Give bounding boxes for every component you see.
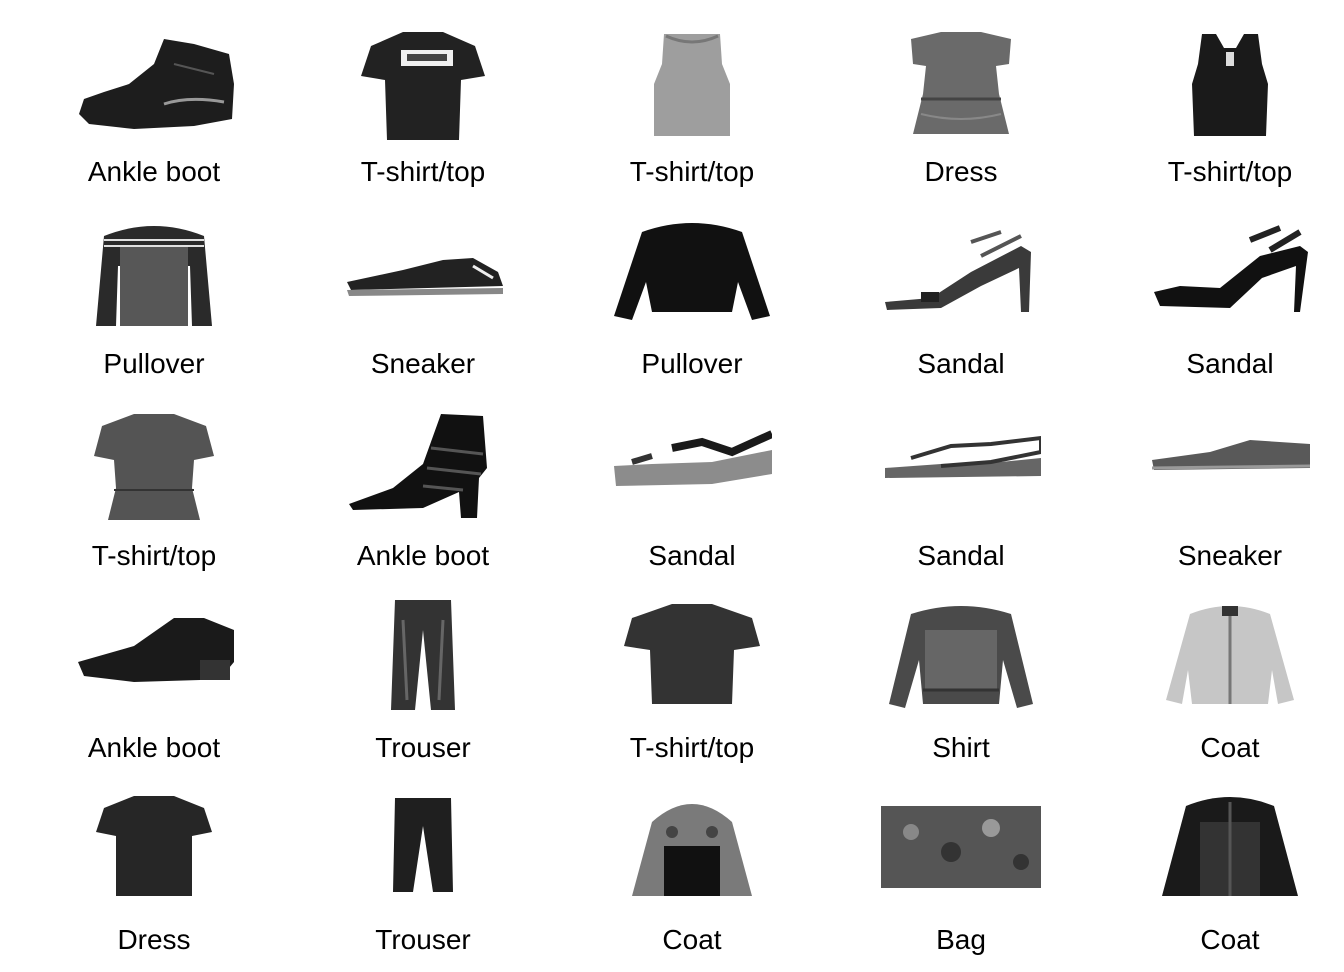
item-label: T-shirt/top	[360, 156, 486, 187]
tank-top-icon	[612, 24, 772, 142]
grid-cell: Trouser	[289, 588, 557, 780]
item-label: Trouser	[375, 924, 471, 955]
item-label: Dress	[924, 156, 998, 187]
grid-cell: Sandal	[827, 204, 1095, 396]
grid-cell: Shirt	[827, 588, 1095, 780]
grid-cell: T-shirt/top	[558, 12, 826, 204]
grid-cell: Bag	[827, 780, 1095, 972]
item-label: T-shirt/top	[1167, 156, 1293, 187]
grid-cell: Sneaker	[289, 204, 557, 396]
trouser-icon	[343, 600, 503, 718]
grid-cell: Trouser	[289, 780, 557, 972]
item-label: Coat	[1200, 924, 1260, 955]
jacket-dark-icon	[1150, 792, 1310, 910]
grid-cell: Coat	[1096, 588, 1344, 780]
sneaker-low-icon	[1150, 408, 1310, 526]
pullover-icon	[612, 216, 772, 334]
t-shirt-peplum-icon	[74, 408, 234, 526]
sandal-heel-icon	[881, 216, 1041, 334]
grid-cell: Dress	[20, 780, 288, 972]
item-label: Ankle boot	[87, 156, 221, 187]
item-label: Bag	[936, 924, 986, 955]
grid-cell: Coat	[1096, 780, 1344, 972]
oxford-shoe-icon	[74, 600, 234, 718]
sandal-flat-icon	[881, 408, 1041, 526]
item-label: Sandal	[648, 540, 736, 571]
sandal-heel-dark-icon	[1150, 216, 1310, 334]
item-label: Shirt	[932, 732, 990, 763]
grid-cell: Dress	[827, 12, 1095, 204]
item-label: T-shirt/top	[91, 540, 217, 571]
ankle-boot-icon	[74, 24, 234, 142]
sandal-wedge-icon	[612, 408, 772, 526]
grid-cell: T-shirt/top	[20, 396, 288, 588]
coat-light-icon	[1150, 600, 1310, 718]
grid-cell: Pullover	[20, 204, 288, 396]
clutch-bag-icon	[881, 792, 1041, 910]
item-label: Dress	[117, 924, 191, 955]
grid-cell: Coat	[558, 780, 826, 972]
item-label: T-shirt/top	[629, 156, 755, 187]
pullover-striped-icon	[74, 216, 234, 334]
grid-cell: T-shirt/top	[1096, 12, 1344, 204]
ankle-boot-heel-icon	[343, 408, 503, 526]
item-label: Pullover	[641, 348, 743, 379]
dress-ruffle-icon	[881, 24, 1041, 142]
grid-cell: Sandal	[558, 396, 826, 588]
grid-cell: Sneaker	[1096, 396, 1344, 588]
item-label: Ankle boot	[87, 732, 221, 763]
grid-cell: T-shirt/top	[289, 12, 557, 204]
shirt-long-icon	[881, 600, 1041, 718]
grid-cell: Ankle boot	[289, 396, 557, 588]
item-label: Trouser	[375, 732, 471, 763]
item-label: T-shirt/top	[629, 732, 755, 763]
grid-cell: T-shirt/top	[558, 588, 826, 780]
grid-cell: Ankle boot	[20, 12, 288, 204]
item-label: Sneaker	[370, 348, 476, 379]
item-label: Ankle boot	[356, 540, 490, 571]
item-label: Sneaker	[1177, 540, 1283, 571]
grid-cell: Pullover	[558, 204, 826, 396]
item-label: Sandal	[1186, 348, 1274, 379]
item-label: Pullover	[103, 348, 205, 379]
item-label: Sandal	[917, 540, 1005, 571]
jacket-hood-icon	[612, 792, 772, 910]
grid-cell: Sandal	[1096, 204, 1344, 396]
item-label: Coat	[1200, 732, 1260, 763]
trouser-short-icon	[343, 792, 503, 910]
sneaker-icon	[343, 216, 503, 334]
item-label: Coat	[662, 924, 722, 955]
t-shirt-icon	[612, 600, 772, 718]
grid-cell: Ankle boot	[20, 588, 288, 780]
item-label: Sandal	[917, 348, 1005, 379]
vest-icon	[1150, 24, 1310, 142]
t-shirt-icon	[343, 24, 503, 142]
grid-cell: Sandal	[827, 396, 1095, 588]
dress-short-icon	[74, 792, 234, 910]
